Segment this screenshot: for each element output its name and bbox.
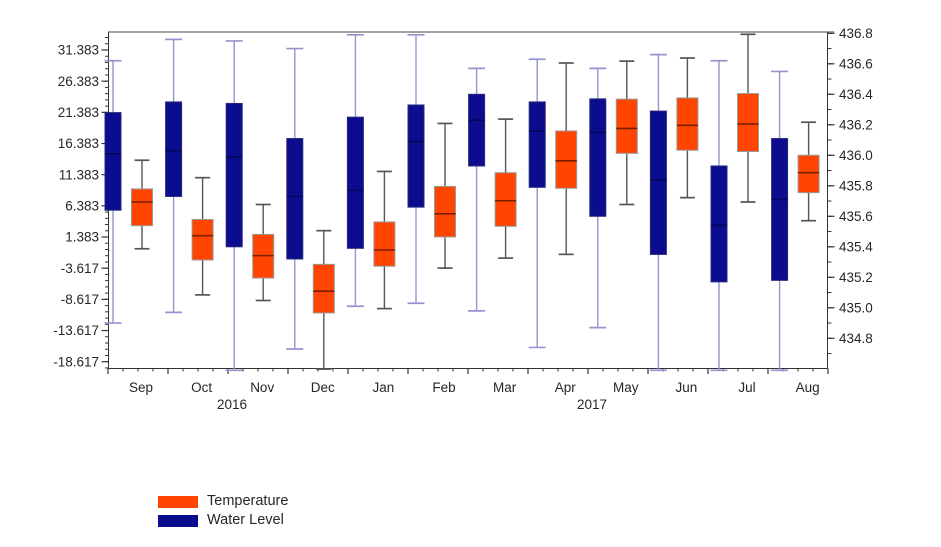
box-water-level-jan	[346, 33, 364, 308]
left-axis-tick-label: 11.383	[59, 167, 99, 182]
box-water-level-oct	[165, 38, 183, 314]
right-axis-tick-label: 435.2	[839, 270, 873, 285]
box-temperature-mar	[494, 118, 517, 259]
month-label-may: May	[613, 380, 639, 395]
month-label-sep: Sep	[129, 380, 153, 395]
left-axis-tick-label: 16.383	[58, 136, 99, 151]
box-water-level-dec	[286, 47, 304, 350]
legend-item-temperature: Temperature	[158, 492, 288, 511]
month-label-jan: Jan	[373, 380, 395, 395]
box-water-level-apr	[528, 58, 546, 349]
month-label-jun: Jun	[676, 380, 698, 395]
left-axis-tick-label: -3.617	[61, 261, 99, 276]
box-temperature-aug	[797, 121, 820, 222]
right-axis-tick-label: 436.0	[839, 148, 873, 163]
box-temperature-jan	[373, 170, 396, 310]
left-axis-tick-label: 26.383	[58, 74, 99, 89]
box-temperature-feb	[434, 122, 456, 269]
right-axis-tick-label: 435.4	[839, 240, 873, 255]
right-axis-tick-label: 435.8	[839, 179, 873, 194]
box-water-level-jul	[710, 59, 728, 372]
right-axis-tick-label: 434.8	[839, 331, 873, 346]
month-label-dec: Dec	[311, 380, 335, 395]
box-water-level-aug	[771, 70, 789, 372]
box-temperature-apr	[555, 62, 578, 256]
right-axis-tick-label: 436.2	[839, 118, 873, 133]
right-axis-tick-label: 436.4	[839, 87, 873, 102]
left-axis-tick-label: 1.383	[65, 230, 99, 245]
box-temperature-dec	[312, 229, 335, 370]
right-axis-tick-label: 436.6	[839, 57, 873, 72]
water-level-swatch-icon	[158, 514, 198, 527]
month-label-aug: Aug	[796, 380, 820, 395]
left-axis-tick-label: -13.617	[53, 323, 99, 338]
month-label-nov: Nov	[250, 380, 274, 395]
box-temperature-sep	[131, 159, 153, 250]
left-axis-tick-label: -18.617	[53, 354, 99, 369]
right-axis-tick-label: 435.6	[839, 209, 873, 224]
month-label-apr: Apr	[555, 380, 577, 395]
legend-label-water-level: Water Level	[207, 512, 284, 529]
month-label-jul: Jul	[738, 380, 755, 395]
box-temperature-may	[615, 60, 638, 206]
left-axis-tick-label: 6.383	[65, 199, 99, 214]
box-water-level-mar	[468, 67, 486, 312]
box-temperature-jun	[676, 57, 699, 199]
box-temperature-oct	[191, 176, 214, 296]
box-water-level-sep	[104, 59, 122, 324]
chart-legend: Temperature Water Level	[158, 492, 288, 530]
box-temperature-nov	[252, 203, 275, 302]
right-axis-tick-label: 435.0	[839, 301, 873, 316]
legend-item-water-level: Water Level	[158, 511, 288, 530]
box-water-level-feb	[407, 33, 425, 305]
month-label-feb: Feb	[432, 380, 455, 395]
box-water-level-may	[589, 67, 607, 329]
year-label-2017: 2017	[577, 397, 607, 412]
legend-label-temperature: Temperature	[207, 493, 289, 510]
left-axis-tick-label: 31.383	[58, 43, 99, 58]
year-label-2016: 2016	[217, 397, 247, 412]
left-axis-tick-label: 21.383	[58, 105, 99, 120]
box-water-level-nov	[225, 40, 243, 372]
box-water-level-jun	[649, 53, 667, 372]
box-temperature-jul	[737, 33, 759, 203]
month-label-mar: Mar	[493, 380, 517, 395]
left-axis-tick-label: -8.617	[61, 292, 99, 307]
right-axis-tick-label: 436.8	[839, 26, 873, 41]
month-label-oct: Oct	[191, 380, 212, 395]
temperature-swatch-icon	[158, 495, 198, 508]
